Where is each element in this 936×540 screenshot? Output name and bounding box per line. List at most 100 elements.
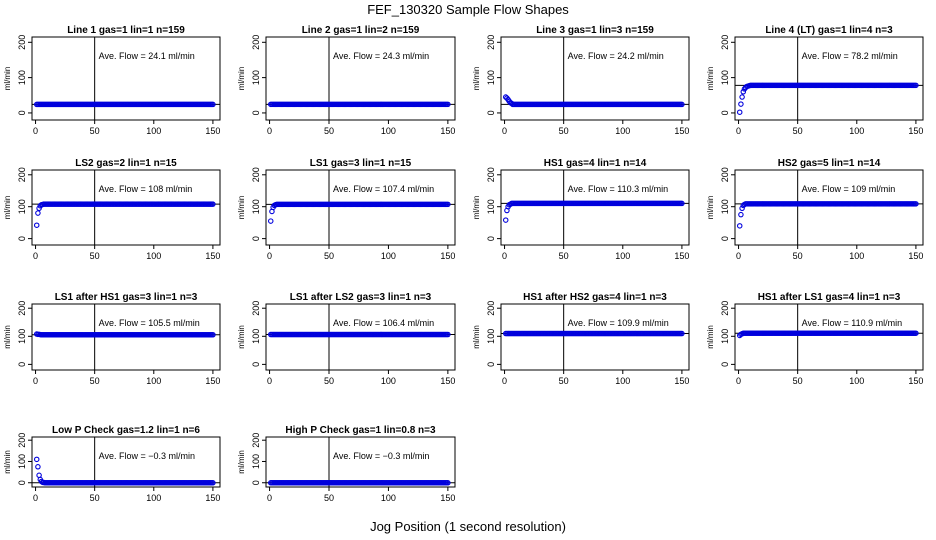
x-tick-label: 0 [267,493,272,503]
y-tick-label: 100 [251,454,261,469]
data-points [33,101,216,108]
x-tick-label: 100 [381,126,396,136]
x-tick-label: 50 [324,493,334,503]
average-flow-annotation: Ave. Flow = −0.3 ml/min [333,451,429,461]
data-points [268,331,451,338]
y-tick-label: 100 [720,70,730,85]
y-axis-label: ml/min [237,67,246,91]
panel-9: LS1 after HS1 gas=3 lin=1 n=3 0 50 100 150 0 1… [3,292,221,386]
x-tick-label: 100 [146,376,161,386]
y-tick-label: 100 [251,70,261,85]
y-tick-label: 100 [720,329,730,344]
y-tick-label: 0 [17,236,27,241]
panel-title: HS1 after LS1 gas=4 lin=1 n=3 [758,292,901,303]
y-tick-label: 200 [720,301,730,316]
plot-frame [265,36,456,121]
data-point [445,101,451,108]
average-flow-annotation: Ave. Flow = −0.3 ml/min [99,451,195,461]
data-point [210,480,216,486]
panel-6: LS1 gas=3 lin=1 n=15 0 50 100 150 0 100 200 ml/m… [237,158,456,261]
y-tick-label: 100 [17,70,27,85]
y-tick-label: 200 [486,35,496,50]
data-point [502,217,509,223]
y-tick-label: 0 [486,110,496,115]
data-points [268,101,451,108]
x-tick-label: 100 [146,251,161,261]
panel-title: Line 2 gas=1 lin=2 n=159 [302,25,420,36]
data-points [502,94,685,108]
data-points [268,201,451,224]
x-tick-label: 100 [146,493,161,503]
plot-frame [31,36,221,121]
y-tick-label: 100 [486,199,496,214]
average-flow-annotation: Ave. Flow = 109 ml/min [802,184,896,194]
figure-x-axis-label: Jog Position (1 second resolution) [370,519,566,534]
x-tick-label: 100 [615,126,630,136]
y-tick-label: 100 [720,199,730,214]
plot-frame [265,436,456,488]
x-tick-label: 100 [615,251,630,261]
x-tick-label: 150 [908,126,923,136]
y-axis-label: ml/min [472,325,481,349]
x-tick-label: 150 [440,493,455,503]
x-tick-label: 0 [267,376,272,386]
x-tick-label: 150 [440,251,455,261]
y-axis-label: ml/min [706,325,715,349]
panel-title: HS1 gas=4 lin=1 n=14 [544,158,647,169]
y-tick-label: 0 [251,110,261,115]
x-tick-label: 0 [33,493,38,503]
panel-title: Line 4 (LT) gas=1 lin=4 n=3 [765,25,893,36]
data-point [210,332,216,338]
average-flow-annotation: Ave. Flow = 78.2 ml/min [802,51,898,61]
x-tick-label: 150 [674,376,689,386]
y-tick-label: 200 [17,433,27,448]
y-tick-label: 200 [17,35,27,50]
average-flow-annotation: Ave. Flow = 108 ml/min [99,184,193,194]
y-tick-label: 200 [17,301,27,316]
data-point [913,201,919,207]
data-point [679,101,685,108]
x-tick-label: 50 [559,126,569,136]
data-point [738,101,744,107]
y-tick-label: 0 [720,110,730,115]
data-point [445,480,451,486]
data-point [679,200,685,207]
x-tick-label: 0 [736,376,741,386]
average-flow-annotation: Ave. Flow = 105.5 ml/min [99,318,200,328]
y-tick-label: 100 [486,70,496,85]
x-tick-label: 0 [736,251,741,261]
panel-10: LS1 after LS2 gas=3 lin=1 n=3 0 50 100 150 0 1… [237,292,456,386]
y-tick-label: 100 [251,199,261,214]
x-tick-label: 100 [381,376,396,386]
y-tick-label: 0 [17,480,27,485]
x-tick-label: 150 [205,376,220,386]
panel-13: Low P Check gas=1.2 lin=1 n=6 0 50 100 150 0 1… [3,425,221,503]
x-tick-label: 50 [793,251,803,261]
x-tick-label: 0 [33,126,38,136]
data-point [736,109,743,115]
x-tick-label: 150 [205,251,220,261]
x-tick-label: 0 [33,251,38,261]
x-tick-label: 150 [908,251,923,261]
y-tick-label: 200 [720,167,730,182]
panel-title: HS1 after HS2 gas=4 lin=1 n=3 [523,292,667,303]
average-flow-annotation: Ave. Flow = 106.4 ml/min [333,318,434,328]
plot-frame [734,303,924,371]
x-tick-label: 100 [849,376,864,386]
x-tick-label: 0 [502,126,507,136]
panel-8: HS2 gas=5 lin=1 n=14 0 50 100 150 0 100 200 ml/m… [706,158,924,261]
y-axis-label: ml/min [472,196,481,220]
y-tick-label: 0 [720,236,730,241]
panel-3: Line 3 gas=1 lin=3 n=159 0 50 100 150 0 100 200… [472,25,690,136]
data-point [33,456,40,463]
plot-frame [500,36,690,121]
x-tick-label: 100 [849,251,864,261]
data-points [736,201,919,229]
y-tick-label: 200 [251,167,261,182]
x-tick-label: 50 [90,493,100,503]
x-tick-label: 50 [90,126,100,136]
x-tick-label: 100 [146,126,161,136]
x-tick-label: 0 [502,251,507,261]
x-tick-label: 0 [267,251,272,261]
